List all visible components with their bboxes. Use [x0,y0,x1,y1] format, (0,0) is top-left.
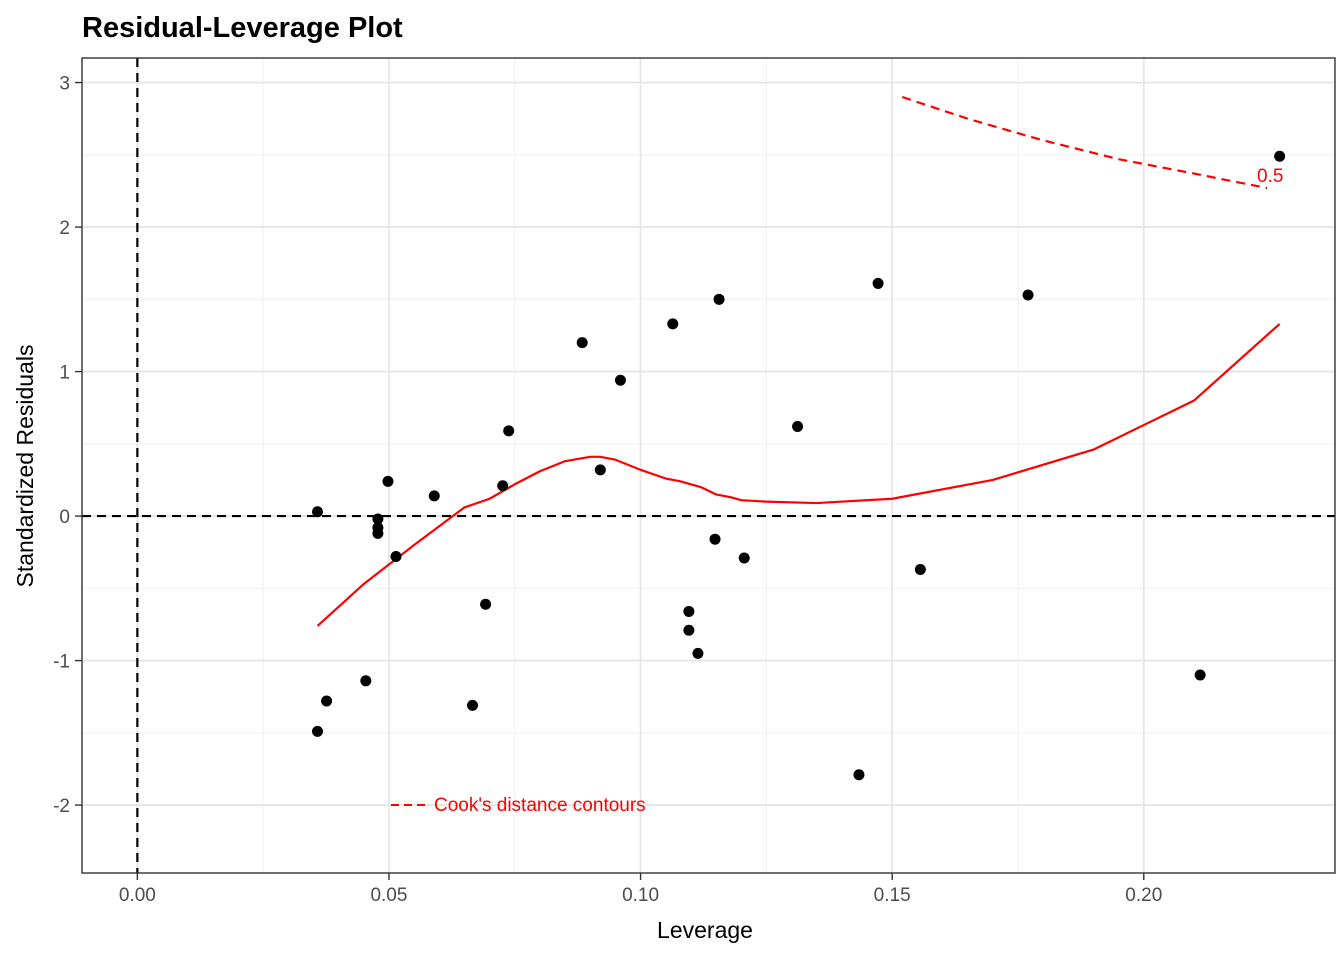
data-point [692,647,704,659]
data-point [321,695,333,707]
x-tick-label: 0.20 [1125,885,1162,906]
data-point [1274,150,1286,162]
data-point [480,598,492,610]
y-axis-title: Standardized Residuals [12,345,38,588]
data-point [683,605,695,617]
series-layer [316,95,1281,627]
data-point [497,480,509,492]
data-point [614,374,626,386]
cooks-distance-annotation: Cook's distance contours [434,795,646,816]
data-point [312,506,324,518]
data-point [709,533,721,545]
data-point [872,277,884,289]
data-point [713,293,725,305]
reference-lines [82,58,1335,873]
data-point [667,318,679,330]
data-point [683,624,695,636]
data-point [390,551,402,563]
cooks-contour-level-label: 0.5 [1257,166,1283,187]
y-tick-label: 3 [59,74,70,95]
x-tick-label: 0.05 [370,885,407,906]
y-tick-label: -1 [53,652,70,673]
y-tick-label: 0 [59,507,70,528]
chart-title: Residual-Leverage Plot [82,12,403,44]
data-point [594,464,606,476]
data-point [312,725,324,737]
plot-border [81,57,1336,874]
loess-smooth-line [316,323,1281,627]
x-axis-title: Leverage [657,917,753,943]
data-point [576,337,588,349]
data-point [372,513,384,525]
x-tick-label: 0.15 [874,885,911,906]
data-point [853,769,865,781]
points-layer [312,150,1286,781]
data-point [382,475,394,487]
x-tick-label: 0.00 [119,885,156,906]
data-point [428,490,440,502]
annotation-layer: Cook's distance contours 0.5 [391,166,1283,816]
data-point [360,675,372,687]
y-tick-label: -2 [53,796,70,817]
data-point [1022,289,1034,301]
data-point [792,420,804,432]
axis-ticks: 0.00 0.05 0.10 0.15 0.20 -2 -1 0 1 2 3 [53,74,1162,906]
data-point [738,552,750,564]
x-tick-label: 0.10 [622,885,659,906]
data-point [1194,669,1206,681]
plot-panel [82,58,1335,873]
y-tick-label: 1 [59,363,70,384]
data-point [372,527,384,539]
y-tick-label: 2 [59,218,70,239]
cooks-distance-contour [901,95,1268,190]
data-point [914,564,926,576]
data-point [503,425,515,437]
data-point [466,699,478,711]
